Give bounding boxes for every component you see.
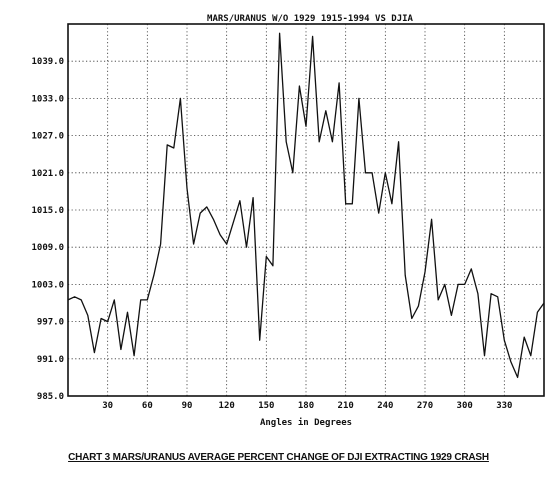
chart-title: MARS/URANUS W/O 1929 1915-1994 VS DJIA	[207, 14, 413, 24]
y-tick-label: 1021.0	[31, 169, 64, 179]
x-tick-label: 330	[496, 401, 512, 411]
grid	[68, 24, 544, 396]
chart-caption: CHART 3 MARS/URANUS AVERAGE PERCENT CHAN…	[68, 452, 489, 463]
x-tick-label: 270	[417, 401, 433, 411]
x-tick-label: 60	[142, 401, 153, 411]
x-axis-ticks: 30 60 90 120 150 180 210 240 270 300 330	[102, 401, 512, 411]
y-tick-label: 985.0	[37, 392, 64, 402]
x-tick-label: 90	[182, 401, 193, 411]
y-tick-label: 1039.0	[31, 57, 64, 67]
y-tick-label: 1027.0	[31, 132, 64, 142]
y-tick-label: 991.0	[37, 355, 64, 365]
y-axis-ticks: 985.0 991.0 997.0 1003.0 1009.0 1015.0 1021.0 1…	[31, 57, 64, 402]
y-tick-label: 1003.0	[31, 280, 64, 290]
x-tick-label: 240	[377, 401, 393, 411]
y-tick-label: 1015.0	[31, 206, 64, 216]
y-tick-label: 997.0	[37, 318, 64, 328]
x-tick-label: 120	[219, 401, 235, 411]
x-tick-label: 150	[258, 401, 274, 411]
x-tick-label: 180	[298, 401, 314, 411]
series-line	[67, 32, 545, 379]
y-tick-label: 1009.0	[31, 243, 64, 253]
plot-frame	[67, 23, 545, 397]
y-tick-label: 1033.0	[31, 94, 64, 104]
x-tick-label: 30	[102, 401, 113, 411]
x-tick-label: 300	[457, 401, 473, 411]
x-tick-label: 210	[338, 401, 354, 411]
x-axis-label: Angles in Degrees	[260, 417, 352, 428]
